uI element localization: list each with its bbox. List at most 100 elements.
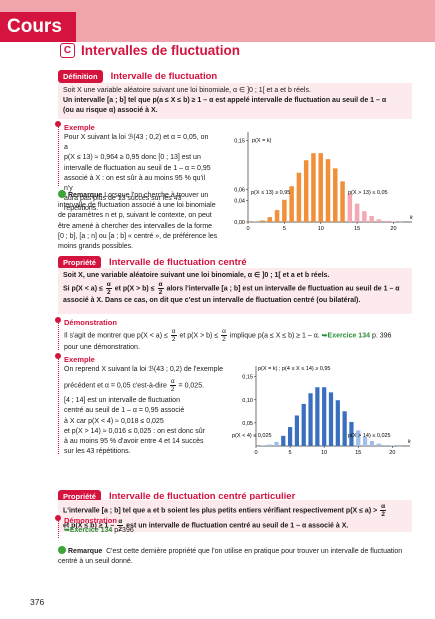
definition-header: Définition Intervalle de fluctuation xyxy=(58,70,217,83)
demo1-line2: pour une démonstration. xyxy=(64,344,140,351)
propriete1-line2a: Si p(X < a) ≤ xyxy=(63,285,103,293)
remarque2-line1: C'est cette dernière propriété que l'on … xyxy=(106,548,403,555)
remarque1-line: intervalle de fluctuation associé à une … xyxy=(58,202,216,210)
bar xyxy=(294,415,300,446)
propriete2-pill: Propriété xyxy=(58,490,101,503)
page-number: 376 xyxy=(30,597,45,607)
demo2-text: ➥Exercice 134 p. 396 xyxy=(64,526,134,536)
propriete2-line2b: est un intervalle de fluctuation centré … xyxy=(126,522,349,530)
propriete1-header: Propriété Intervalle de fluctuation cent… xyxy=(58,256,247,269)
demo2-page: p. 396 xyxy=(114,527,134,534)
binomial-chart-2: 0,05 0,10 0,15 0 5 10 15 20 k p(X = k) ; p(4 ≤ X … xyxy=(232,366,411,456)
remarque-icon xyxy=(58,190,66,198)
propriete1-line1: Soit X, une variable aléatoire suivant u… xyxy=(63,272,330,279)
annotation-label: p(X > 13) ≤ 0,05 xyxy=(348,190,388,196)
annotation-label: p(X < 4) ≤ 0,025 xyxy=(232,433,272,439)
bar xyxy=(274,441,279,446)
exercise-link[interactable]: ➥Exercice 134 xyxy=(321,332,370,340)
bar xyxy=(347,193,353,222)
y-tick-label: 0,15 xyxy=(234,139,245,145)
y-tick-label: 0,06 xyxy=(234,187,245,193)
x-axis-label: k xyxy=(408,439,411,445)
bar xyxy=(325,159,331,222)
exercise-link[interactable]: ➥Exercice 134 xyxy=(64,527,113,534)
arrow-icon: ➥ xyxy=(64,527,70,534)
remarque2-text: Remarque C'est cette dernière propriété … xyxy=(58,546,418,567)
exemple2-line: [4 ; 14] est un intervalle de fluctuatio… xyxy=(64,397,180,405)
exemple2-line: et p(X > 14) ≈ 0,016 ≤ 0,025 : on est do… xyxy=(64,427,205,435)
bar xyxy=(318,153,323,222)
exemple1-label: Exemple xyxy=(64,123,95,132)
bar xyxy=(267,444,272,446)
exemple2-label: Exemple xyxy=(64,355,95,364)
section-title: C Intervalles de fluctuation xyxy=(60,43,240,58)
propriete2-title: Intervalle de fluctuation centré particu… xyxy=(108,491,296,502)
y-tick-label: 0,10 xyxy=(242,398,253,404)
definition-pill: Définition xyxy=(58,70,103,83)
bar xyxy=(289,186,294,222)
remarque1-line: moins grands possibles. xyxy=(58,243,134,251)
chapter-tab: Cours xyxy=(0,12,76,42)
bar xyxy=(342,411,347,446)
definition-line2: Un intervalle [a ; b] tel que p(a ≤ X ≤ … xyxy=(63,97,387,104)
bar xyxy=(281,435,286,446)
remarque1-label: Remarque xyxy=(68,192,103,199)
x-tick-label: 0 xyxy=(246,226,249,232)
exemple2-line: à au moins 95 % d'avoir entre 4 et 14 su… xyxy=(64,438,204,446)
definition-title: Intervalle de fluctuation xyxy=(110,71,218,82)
bar xyxy=(369,440,375,446)
y-tick-label: 0,04 xyxy=(234,198,245,204)
x-tick-label: 5 xyxy=(283,226,286,232)
bar xyxy=(301,403,306,446)
demo2-label: Démonstration xyxy=(64,516,117,525)
y-tick-label: 0,05 xyxy=(242,421,253,427)
bar xyxy=(356,430,361,446)
propriete1-line2c: alors l'intervalle [a ; b] est un interv… xyxy=(166,285,400,293)
y-tick-label: 0,00 xyxy=(234,220,245,226)
propriete2-header: Propriété Intervalle de fluctuation cent… xyxy=(58,490,295,503)
bar xyxy=(303,160,309,222)
bar xyxy=(308,393,313,446)
bar xyxy=(315,387,320,446)
exemple2-line2a: précédent et α = 0,05 c'est-à-dire xyxy=(64,382,167,390)
bar xyxy=(260,220,265,222)
y-axis-label: p(X = k) ; p(4 ≤ X ≤ 14) ≥ 0,95 xyxy=(258,366,331,372)
demo1-label: Démonstration xyxy=(64,318,117,327)
exemple1-text: Pour X suivant la loi ℬ(43 ; 0,2) et α =… xyxy=(64,133,214,215)
demo1-gutter xyxy=(55,317,62,350)
bar xyxy=(274,210,280,222)
propriete1-title: Intervalle de fluctuation centré xyxy=(108,257,247,268)
exemple2-line: sur les 43 répétitions. xyxy=(64,448,131,456)
definition-line1: Soit X une variable aléatoire suivant un… xyxy=(63,87,311,94)
x-tick-label: 15 xyxy=(354,226,360,232)
bar xyxy=(282,199,287,222)
bar xyxy=(354,203,360,222)
remarque1-line: [0 ; b], [a ; n] ou [a ; b] « centré », … xyxy=(58,232,218,240)
propriete1-pill: Propriété xyxy=(58,256,101,269)
bar xyxy=(376,443,381,446)
section-title-text: Intervalles de fluctuation xyxy=(81,43,241,58)
demo1-line1a: Il s'agit de montrer que p(X < a) ≤ xyxy=(64,332,168,340)
demo1-page: p. 396 xyxy=(371,332,392,340)
demo2-gutter xyxy=(55,515,62,538)
bar xyxy=(349,421,354,446)
bar xyxy=(322,387,327,446)
exemple2-line2b: = 0,025. xyxy=(178,382,205,390)
bar xyxy=(296,172,302,222)
bar xyxy=(287,427,293,446)
remarque1-line: Lorsque l'on cherche à trouver un xyxy=(104,192,209,199)
exemple1-gutter xyxy=(55,121,62,186)
bar xyxy=(335,400,340,446)
bar xyxy=(362,436,368,446)
section-letter: C xyxy=(60,43,75,58)
x-tick-label: 0 xyxy=(254,450,257,456)
bar xyxy=(376,219,382,222)
binomial-chart-1: 0,00 0,04 0,06 0,15 0 5 10 15 20 k p(X = k) p(X ≤ 1… xyxy=(234,132,413,232)
annotation-label: p(X ≤ 13) ≥ 0,95 xyxy=(251,190,290,196)
remarque2-line2: centré à un seuil donné. xyxy=(58,558,133,566)
